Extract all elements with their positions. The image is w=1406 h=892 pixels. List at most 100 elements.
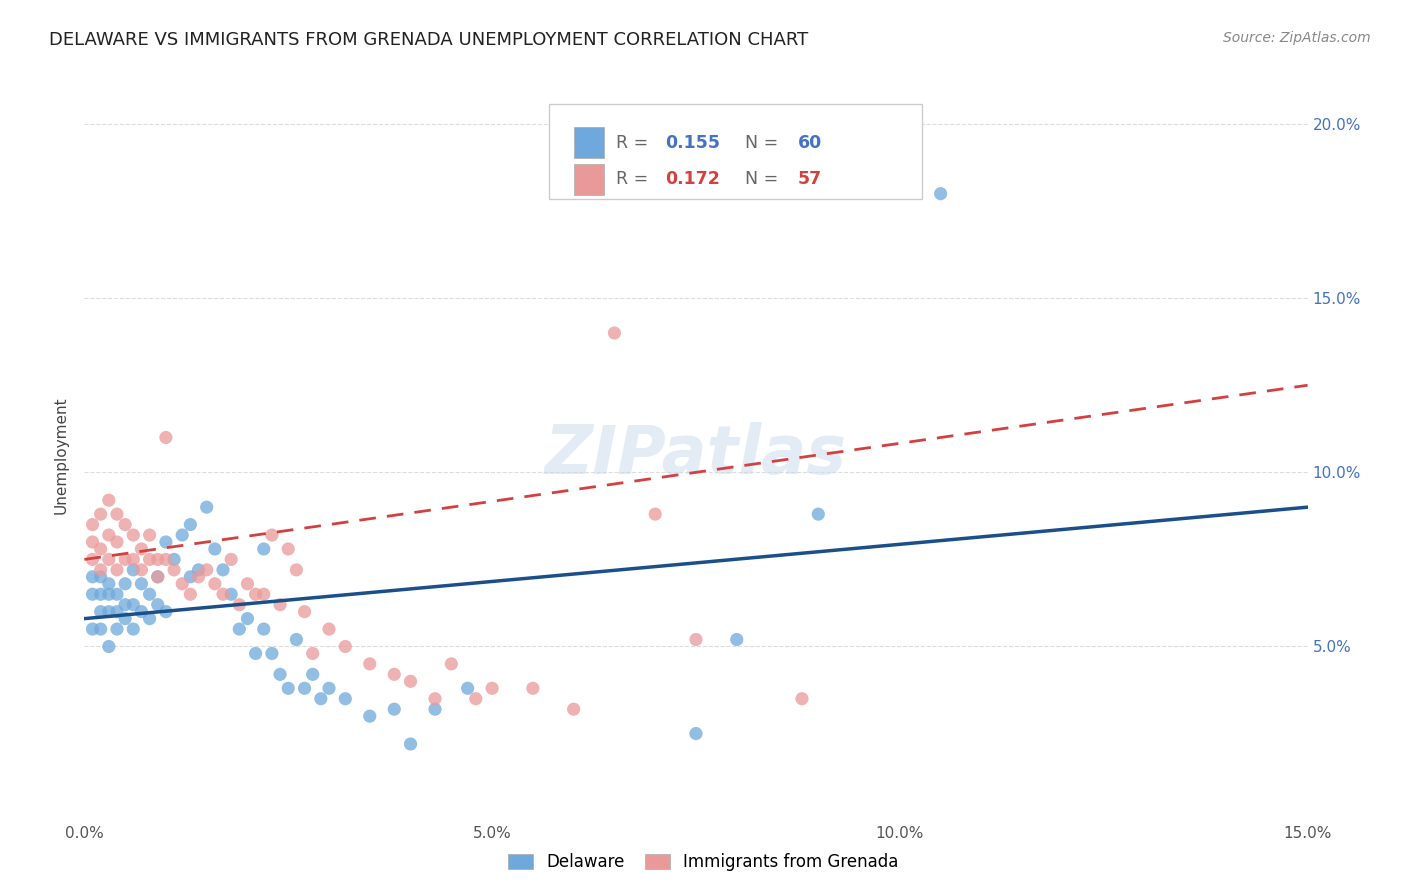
Point — [97, 576, 120, 591]
Point — [228, 598, 250, 612]
Point — [294, 605, 316, 619]
Point — [277, 541, 299, 556]
Point — [790, 691, 813, 706]
Point — [195, 563, 218, 577]
Point — [236, 576, 259, 591]
Point — [131, 605, 153, 619]
Point — [335, 640, 357, 654]
Point — [253, 541, 276, 556]
Point — [318, 681, 340, 696]
Point — [131, 576, 153, 591]
Point — [245, 647, 267, 661]
Point — [105, 535, 128, 549]
Point — [399, 674, 422, 689]
Point — [172, 528, 194, 542]
Point — [163, 552, 186, 566]
Point — [603, 326, 626, 340]
Text: ZIPatlas: ZIPatlas — [546, 422, 846, 488]
Point — [138, 528, 160, 542]
Point — [382, 667, 405, 681]
Point — [309, 691, 332, 706]
Point — [146, 570, 169, 584]
Point — [114, 552, 136, 566]
Y-axis label: Unemployment: Unemployment — [53, 396, 69, 514]
Point — [359, 709, 381, 723]
Point — [301, 667, 323, 681]
Point — [253, 622, 276, 636]
Point — [204, 541, 226, 556]
Point — [301, 647, 323, 661]
Point — [97, 640, 120, 654]
Point — [179, 517, 201, 532]
Text: 57: 57 — [797, 170, 821, 188]
Point — [260, 647, 283, 661]
Point — [122, 563, 145, 577]
Point — [212, 563, 235, 577]
Point — [122, 528, 145, 542]
Point — [90, 622, 112, 636]
Point — [138, 587, 160, 601]
Point — [685, 726, 707, 740]
Point — [204, 576, 226, 591]
Point — [155, 535, 177, 549]
Point — [114, 612, 136, 626]
Text: 60: 60 — [797, 134, 821, 152]
Text: DELAWARE VS IMMIGRANTS FROM GRENADA UNEMPLOYMENT CORRELATION CHART: DELAWARE VS IMMIGRANTS FROM GRENADA UNEM… — [49, 31, 808, 49]
Text: R =: R = — [616, 170, 654, 188]
Point — [464, 691, 486, 706]
FancyBboxPatch shape — [574, 128, 605, 158]
Point — [522, 681, 544, 696]
Text: N =: N = — [745, 134, 783, 152]
Point — [82, 587, 104, 601]
Point — [260, 528, 283, 542]
Point — [82, 622, 104, 636]
Point — [187, 570, 209, 584]
Point — [122, 598, 145, 612]
Point — [644, 507, 666, 521]
Point — [725, 632, 748, 647]
Point — [179, 587, 201, 601]
Point — [335, 691, 357, 706]
Legend: Delaware, Immigrants from Grenada: Delaware, Immigrants from Grenada — [499, 845, 907, 880]
Point — [105, 605, 128, 619]
Point — [114, 576, 136, 591]
Point — [90, 541, 112, 556]
Point — [219, 587, 242, 601]
Point — [163, 563, 186, 577]
Point — [359, 657, 381, 671]
Text: 0.172: 0.172 — [665, 170, 720, 188]
Point — [122, 622, 145, 636]
Point — [97, 605, 120, 619]
Point — [562, 702, 585, 716]
Point — [155, 552, 177, 566]
FancyBboxPatch shape — [574, 164, 605, 194]
FancyBboxPatch shape — [550, 103, 922, 199]
Point — [138, 612, 160, 626]
Point — [146, 552, 169, 566]
Point — [440, 657, 463, 671]
Point — [172, 576, 194, 591]
Point — [318, 622, 340, 636]
Point — [114, 598, 136, 612]
Point — [929, 186, 952, 201]
Point — [212, 587, 235, 601]
Point — [236, 612, 259, 626]
Text: Source: ZipAtlas.com: Source: ZipAtlas.com — [1223, 31, 1371, 45]
Point — [481, 681, 503, 696]
Point — [97, 552, 120, 566]
Point — [277, 681, 299, 696]
Point — [685, 632, 707, 647]
Point — [82, 517, 104, 532]
Point — [155, 430, 177, 444]
Point — [269, 667, 291, 681]
Point — [82, 570, 104, 584]
Point — [122, 552, 145, 566]
Point — [245, 587, 267, 601]
Point — [90, 507, 112, 521]
Point — [90, 563, 112, 577]
Point — [195, 500, 218, 515]
Point — [423, 702, 446, 716]
Point — [285, 563, 308, 577]
Point — [457, 681, 479, 696]
Point — [105, 563, 128, 577]
